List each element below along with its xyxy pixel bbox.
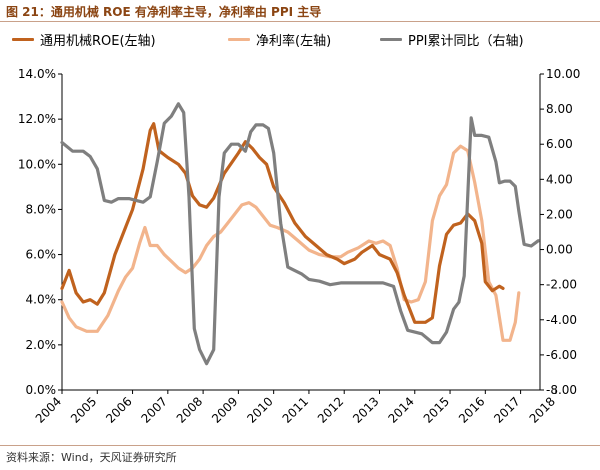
x-tick-label: 2011 [280,394,311,425]
footer-divider [0,445,600,446]
left-y-tick-label: 8.0% [26,202,57,216]
x-tick-label: 2007 [139,394,170,425]
figure-source: 资料来源：Wind，天风证券研究所 [6,451,177,464]
right-y-tick-label: 0.00 [546,243,573,257]
line-chart: 0.0% 2.0% 4.0% 6.0% 8.0% 10.0% 12.0% 14.0% -8.00… [18,67,580,426]
right-y-tick-label: 4.00 [546,172,573,186]
x-tick-label: 2005 [68,394,99,425]
title-divider [0,21,600,22]
left-y-tick-label: 12.0% [18,112,56,126]
left-y-tick-label: 0.0% [26,383,57,397]
left-y-tick-label: 10.0% [18,157,56,171]
legend-item: PPI累计同比（右轴) [380,30,524,49]
right-y-tick-label: -6.00 [546,348,577,362]
legend-item: 通用机械ROE(左轴) [12,30,156,49]
x-tick-label: 2013 [350,394,381,425]
chart-legend: 通用机械ROE(左轴) 净利率(左轴) PPI累计同比（右轴) [0,30,600,50]
right-y-tick-label: 10.00 [546,67,580,81]
left-y-tick-label: 14.0% [18,67,56,81]
net-margin-series-line [60,144,521,342]
legend-swatch [380,38,402,41]
x-tick-label: 2016 [456,394,487,425]
roe-series-line [60,122,505,324]
legend-label: 通用机械ROE(左轴) [40,34,156,49]
right-y-tick-label: -2.00 [546,278,577,292]
ppi-series-line [60,102,540,366]
x-tick-label: 2009 [209,394,240,425]
right-y-tick-label: 6.00 [546,137,573,151]
right-y-tick-label: -4.00 [546,313,577,327]
legend-label: PPI累计同比（右轴) [408,34,524,49]
left-y-tick-label: 4.0% [26,293,57,307]
chart-area: 0.0% 2.0% 4.0% 6.0% 8.0% 10.0% 12.0% 14.0% -8.00… [0,24,600,444]
x-tick-label: 2006 [103,394,134,425]
legend-swatch [12,38,34,41]
legend-label: 净利率(左轴) [256,34,332,49]
x-tick-label: 2010 [244,394,275,425]
x-tick-label: 2015 [421,394,452,425]
right-y-tick-label: 8.00 [546,102,573,116]
x-tick-label: 2018 [527,394,558,425]
figure-title: 图 21：通用机械 ROE 有净利率主导，净利率由 PPI 主导 [6,5,322,19]
legend-item: 净利率(左轴) [228,30,331,49]
right-y-tick-label: 2.00 [546,207,573,221]
x-tick-label: 2012 [315,394,346,425]
x-tick-label: 2004 [33,394,64,425]
x-tick-label: 2017 [491,394,522,425]
left-y-tick-label: 2.0% [26,338,57,352]
right-y-tick-label: -8.00 [546,383,577,397]
x-tick-label: 2008 [174,394,205,425]
x-tick-label: 2014 [385,394,416,425]
legend-swatch [228,38,250,41]
left-y-tick-label: 6.0% [26,248,57,262]
